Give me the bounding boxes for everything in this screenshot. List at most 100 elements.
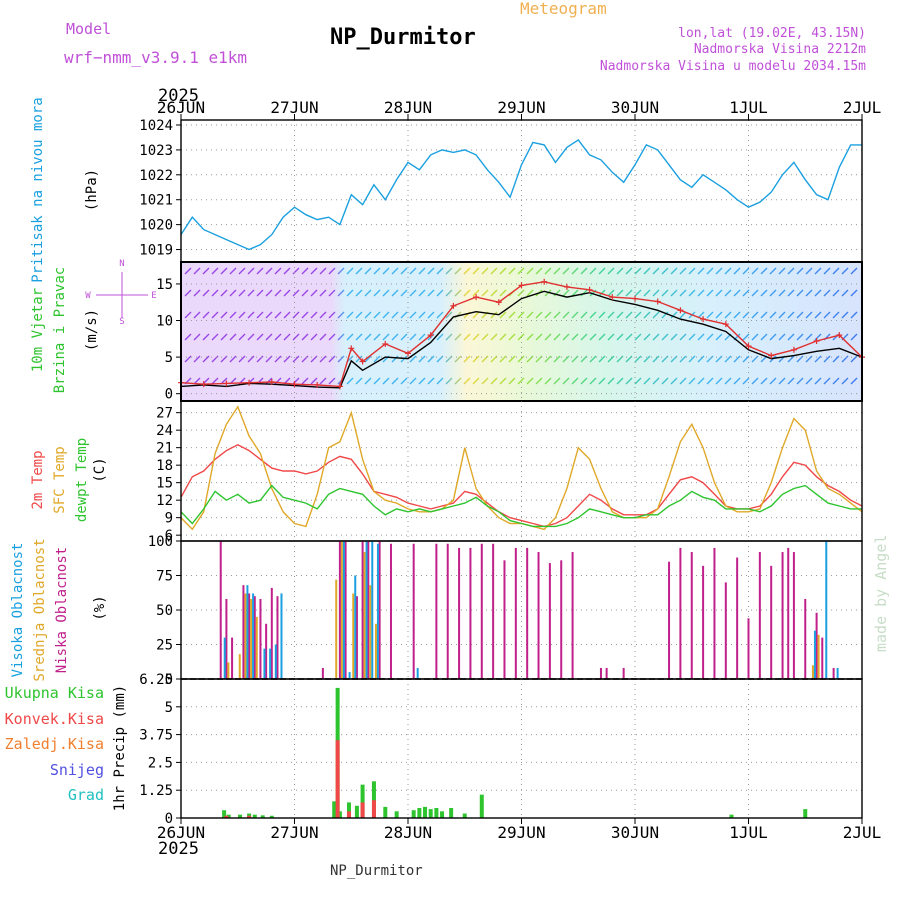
wind-gust-marker-18 bbox=[563, 283, 570, 290]
clouds-bar-0-11 bbox=[338, 541, 341, 679]
clouds-bar-0-14 bbox=[361, 541, 364, 679]
clouds-bar-0-49 bbox=[815, 612, 818, 679]
clouds-bar-2-13 bbox=[416, 667, 419, 679]
x-axis: 26JUN 26JUN 27JUN 27JUN 28JUN 28JUN 29JUN 29JUN… bbox=[157, 98, 881, 842]
clouds-bar-1-8 bbox=[363, 552, 366, 679]
pressure-ytick-label-0: 1019 bbox=[139, 243, 173, 259]
ylabels-pressure: Pritisak na nivou mora (hPa) bbox=[30, 97, 100, 282]
clouds-bar-0-17 bbox=[389, 543, 392, 679]
pressure-ytick-label-3: 1022 bbox=[139, 168, 173, 184]
lonlat-label: lon,lat (19.02E, 43.15N) bbox=[678, 26, 866, 41]
wind-barbs-row-1 bbox=[184, 289, 858, 297]
meteogram-label: Meteogram bbox=[520, 0, 607, 18]
clouds-bar-2-10 bbox=[365, 541, 368, 679]
precip-bar-1-4 bbox=[360, 802, 365, 818]
clouds-bar-2-12 bbox=[376, 543, 379, 679]
precip-bar-0-20 bbox=[434, 807, 439, 818]
compass-east: E bbox=[151, 291, 156, 301]
wind-ytick-label-2: 10 bbox=[156, 314, 173, 330]
clouds-bar-2-7 bbox=[342, 541, 345, 679]
clouds-bar-2-0 bbox=[223, 637, 226, 679]
pressure-ytick-label-4: 1023 bbox=[139, 143, 173, 159]
clouds-bar-2-15 bbox=[825, 541, 828, 679]
precip-bar-0-12 bbox=[360, 784, 365, 818]
xtick-label-bottom-4: 30JUN bbox=[611, 823, 659, 842]
clouds-bar-1-11 bbox=[811, 665, 814, 679]
clouds-bar-2-1 bbox=[246, 585, 249, 679]
clouds-bar-1-3 bbox=[250, 598, 253, 679]
precip-ytick-label-5: 6.25 bbox=[139, 672, 173, 688]
wind-gust-marker-25 bbox=[722, 321, 729, 328]
precip-bar-0-16 bbox=[411, 810, 416, 818]
wind-ylabel-2: Brzina i Pravac bbox=[52, 267, 68, 393]
clouds-bar-1-6 bbox=[340, 541, 343, 679]
clouds-bar-0-50 bbox=[821, 637, 824, 679]
clouds-bar-0-7 bbox=[265, 623, 268, 679]
wind-barbs-row-5 bbox=[184, 377, 858, 385]
cloud-unit: (%) bbox=[92, 595, 108, 620]
wind-gust-marker-3 bbox=[246, 379, 253, 386]
clouds-bar-0-42 bbox=[747, 618, 750, 679]
wind-barbs-row-0 bbox=[184, 267, 858, 275]
precip-bar-0-21 bbox=[440, 811, 445, 818]
clouds-bar-0-8 bbox=[270, 587, 273, 679]
model-label: Model bbox=[66, 20, 111, 38]
clouds-bar-0-22 bbox=[469, 547, 472, 679]
clouds-bar-0-18 bbox=[412, 543, 415, 679]
wind-gust-marker-27 bbox=[768, 352, 775, 359]
clouds-bar-2-8 bbox=[348, 672, 351, 679]
compass-west: W bbox=[85, 291, 91, 301]
clouds-bar-0-28 bbox=[537, 552, 540, 679]
wind-gust-marker-8 bbox=[348, 345, 355, 352]
ylabels-precip: 1hr Precip (mm) Ukupna Kisa Konvek.Kisa … bbox=[5, 684, 128, 811]
temp2m-ylabel: 2m Temp bbox=[30, 450, 46, 509]
clouds-bar-0-47 bbox=[792, 552, 795, 679]
clouds-bar-1-2 bbox=[244, 593, 247, 679]
station-title: NP_Durmitor bbox=[330, 25, 476, 50]
clouds-bar-1-9 bbox=[369, 585, 372, 679]
temp-unit: (C) bbox=[92, 457, 108, 482]
ylabels-clouds: Visoka Oblacnost Srednja Oblacnost Niska… bbox=[10, 538, 108, 681]
pressure-unit: (hPa) bbox=[84, 169, 100, 211]
temperature-ytick-label-5: 21 bbox=[156, 441, 173, 457]
clouds-bar-0-32 bbox=[599, 667, 602, 679]
clouds-bar-1-5 bbox=[335, 579, 338, 679]
year-top: 2025 bbox=[158, 86, 199, 106]
legend-total-precip: Ukupna Kisa bbox=[5, 684, 104, 702]
xtick-label-top-6: 2JUL bbox=[843, 98, 882, 117]
clouds-bar-0-31 bbox=[571, 552, 574, 679]
wind-gust-marker-20 bbox=[609, 294, 616, 301]
clouds-bar-2-5 bbox=[274, 644, 277, 679]
clouds-bar-0-13 bbox=[355, 596, 358, 679]
clouds-bar-0-6 bbox=[259, 598, 262, 679]
clouds-bar-0-2 bbox=[231, 637, 234, 679]
wind-barbs-row-2 bbox=[184, 311, 858, 319]
clouds-ytick-label-3: 75 bbox=[156, 569, 173, 585]
clouds-bar-0-38 bbox=[702, 565, 705, 679]
clouds-bar-0-0 bbox=[219, 541, 222, 679]
model-altitude-label: Nadmorska Visina u modelu 2034.15m bbox=[600, 59, 866, 74]
temperature-series-1 bbox=[180, 405, 863, 531]
clouds-bar-0-46 bbox=[787, 547, 790, 679]
wind-gust-marker-30 bbox=[836, 332, 843, 339]
precip-bar-0-24 bbox=[479, 794, 484, 818]
precip-bar-0-22 bbox=[449, 807, 454, 818]
low-cloud-ylabel: Niska Oblacnost bbox=[54, 547, 70, 673]
temperature-series-2 bbox=[180, 484, 862, 528]
precip-bar-0-2 bbox=[238, 814, 243, 818]
temperature-ytick-label-6: 24 bbox=[156, 423, 173, 439]
precip-bar-0-14 bbox=[383, 806, 388, 818]
wind-gust-marker-26 bbox=[745, 343, 752, 350]
wind-gust-marker-13 bbox=[450, 302, 457, 309]
clouds-bar-0-40 bbox=[724, 582, 727, 679]
clouds-bar-0-5 bbox=[253, 596, 256, 679]
wind-gust-marker-7 bbox=[336, 383, 343, 390]
temperature-series-0 bbox=[180, 444, 863, 528]
xtick-label-top-1: 27JUN bbox=[270, 98, 318, 117]
pressure-ylabel: Pritisak na nivou mora bbox=[30, 97, 46, 282]
xtick-label-top-5: 1JUL bbox=[729, 98, 768, 117]
clouds-bar-0-44 bbox=[770, 565, 773, 679]
clouds-bar-0-16 bbox=[378, 541, 381, 679]
wind-gust-marker-5 bbox=[291, 381, 298, 388]
precip-bar-0-18 bbox=[423, 806, 428, 818]
